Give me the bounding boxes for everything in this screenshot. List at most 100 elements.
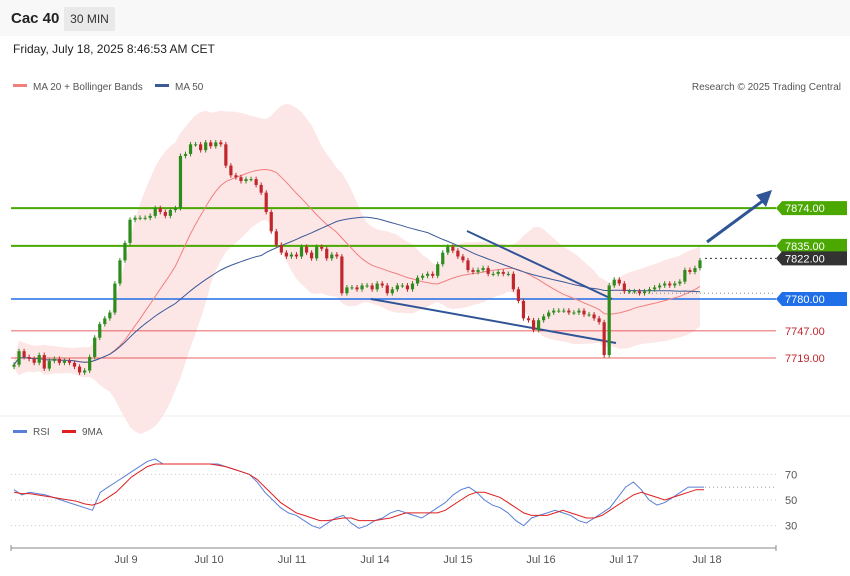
candle-body [83, 370, 87, 373]
candle-body [47, 360, 51, 369]
candle-body [536, 320, 541, 330]
candle-body [622, 283, 626, 292]
candle-body [178, 155, 183, 209]
candle-body [572, 312, 576, 314]
candle-body [456, 250, 460, 257]
candle-body [299, 246, 304, 257]
candle-body [138, 217, 142, 219]
candle-body [557, 310, 561, 312]
candle-body [345, 287, 349, 294]
candle-body [234, 175, 238, 178]
candle-body [12, 364, 16, 367]
candle-body [249, 179, 253, 181]
candle-body [143, 217, 147, 219]
candle-body [426, 273, 430, 276]
candle-body [390, 289, 394, 294]
candle-body [350, 287, 354, 289]
candle-body [607, 285, 611, 356]
level-label-7780.00: 7780.00 [785, 294, 825, 306]
candle-body [340, 256, 344, 294]
candle-body [72, 362, 77, 367]
candle-body [229, 165, 233, 176]
candle-body [370, 285, 374, 290]
candle-body [501, 271, 505, 274]
candle-body [567, 310, 571, 313]
candle-body [552, 310, 556, 313]
x-tick-label: Jul 15 [443, 554, 472, 566]
ma50-legend-label: MA 50 [175, 82, 204, 93]
candle-body [22, 351, 26, 357]
instrument-title: Cac 40 [11, 10, 60, 27]
candle-body [188, 144, 193, 154]
candle-body [335, 254, 339, 257]
candle-body [420, 275, 425, 278]
candle-body [547, 312, 551, 317]
candle-body [98, 324, 102, 338]
candle-body [279, 244, 283, 253]
candle-body [199, 144, 203, 151]
candle-body [360, 285, 364, 290]
timestamp: Friday, July 18, 2025 8:46:53 AM CET [13, 42, 215, 56]
candle-body [405, 285, 410, 290]
candle-body [209, 142, 213, 147]
candle-body [17, 351, 21, 365]
candle-body [380, 283, 384, 286]
candle-body [168, 210, 172, 216]
candle-body [264, 192, 268, 212]
top-toolbar: Cac 40 30 MIN [0, 0, 850, 36]
level-tag-7835.00 [776, 238, 847, 253]
candle-body [113, 283, 117, 313]
candle-body [42, 355, 46, 369]
candle-body [183, 154, 188, 156]
candle-body [254, 179, 258, 185]
candle-body [683, 270, 687, 282]
candle-body [173, 208, 178, 211]
interval-button[interactable]: 30 MIN [64, 7, 115, 31]
candle-body [663, 283, 667, 286]
candle-body [219, 142, 223, 145]
candle-body [355, 287, 359, 290]
candle-body [93, 337, 97, 357]
candle-body [597, 318, 601, 323]
candle-body [693, 268, 697, 272]
rsi-tick-label: 30 [785, 521, 797, 533]
candles [12, 139, 702, 375]
candle-body [244, 179, 248, 182]
candle-body [612, 279, 616, 286]
bollinger-band-area [14, 103, 700, 434]
candle-body [163, 212, 167, 216]
candle-body [148, 215, 152, 218]
candle-body [582, 310, 586, 315]
level-label-7719.00: 7719.00 [785, 353, 825, 365]
candle-body [239, 177, 243, 182]
level-label-7874.00: 7874.00 [785, 203, 825, 215]
candle-body [77, 366, 82, 373]
candle-body [461, 256, 465, 261]
candle-body [441, 252, 445, 265]
candle-body [294, 254, 299, 257]
candle-body [673, 283, 677, 286]
x-tick-label: Jul 10 [194, 554, 223, 566]
candle-body [57, 358, 61, 363]
candle-body [108, 312, 112, 319]
ma20-legend-swatch [13, 84, 27, 87]
candle-body [32, 358, 36, 363]
bollinger-bands [14, 103, 700, 434]
rsi-legend-label: RSI [33, 427, 50, 438]
candle-body [153, 208, 157, 216]
candle-body [365, 285, 369, 287]
credit-text: Research © 2025 Trading Central [692, 82, 841, 93]
candle-body [88, 357, 92, 371]
candle-body [632, 291, 637, 293]
candle-body [617, 279, 621, 284]
candle-body [133, 217, 137, 220]
candle-body [451, 246, 455, 251]
candle-body [496, 271, 500, 274]
candle-body [204, 142, 208, 151]
x-tick-label: Jul 9 [114, 554, 137, 566]
candle-body [269, 212, 273, 232]
candle-body [67, 360, 72, 363]
candle-body [526, 318, 531, 321]
x-tick-label: Jul 18 [692, 554, 721, 566]
